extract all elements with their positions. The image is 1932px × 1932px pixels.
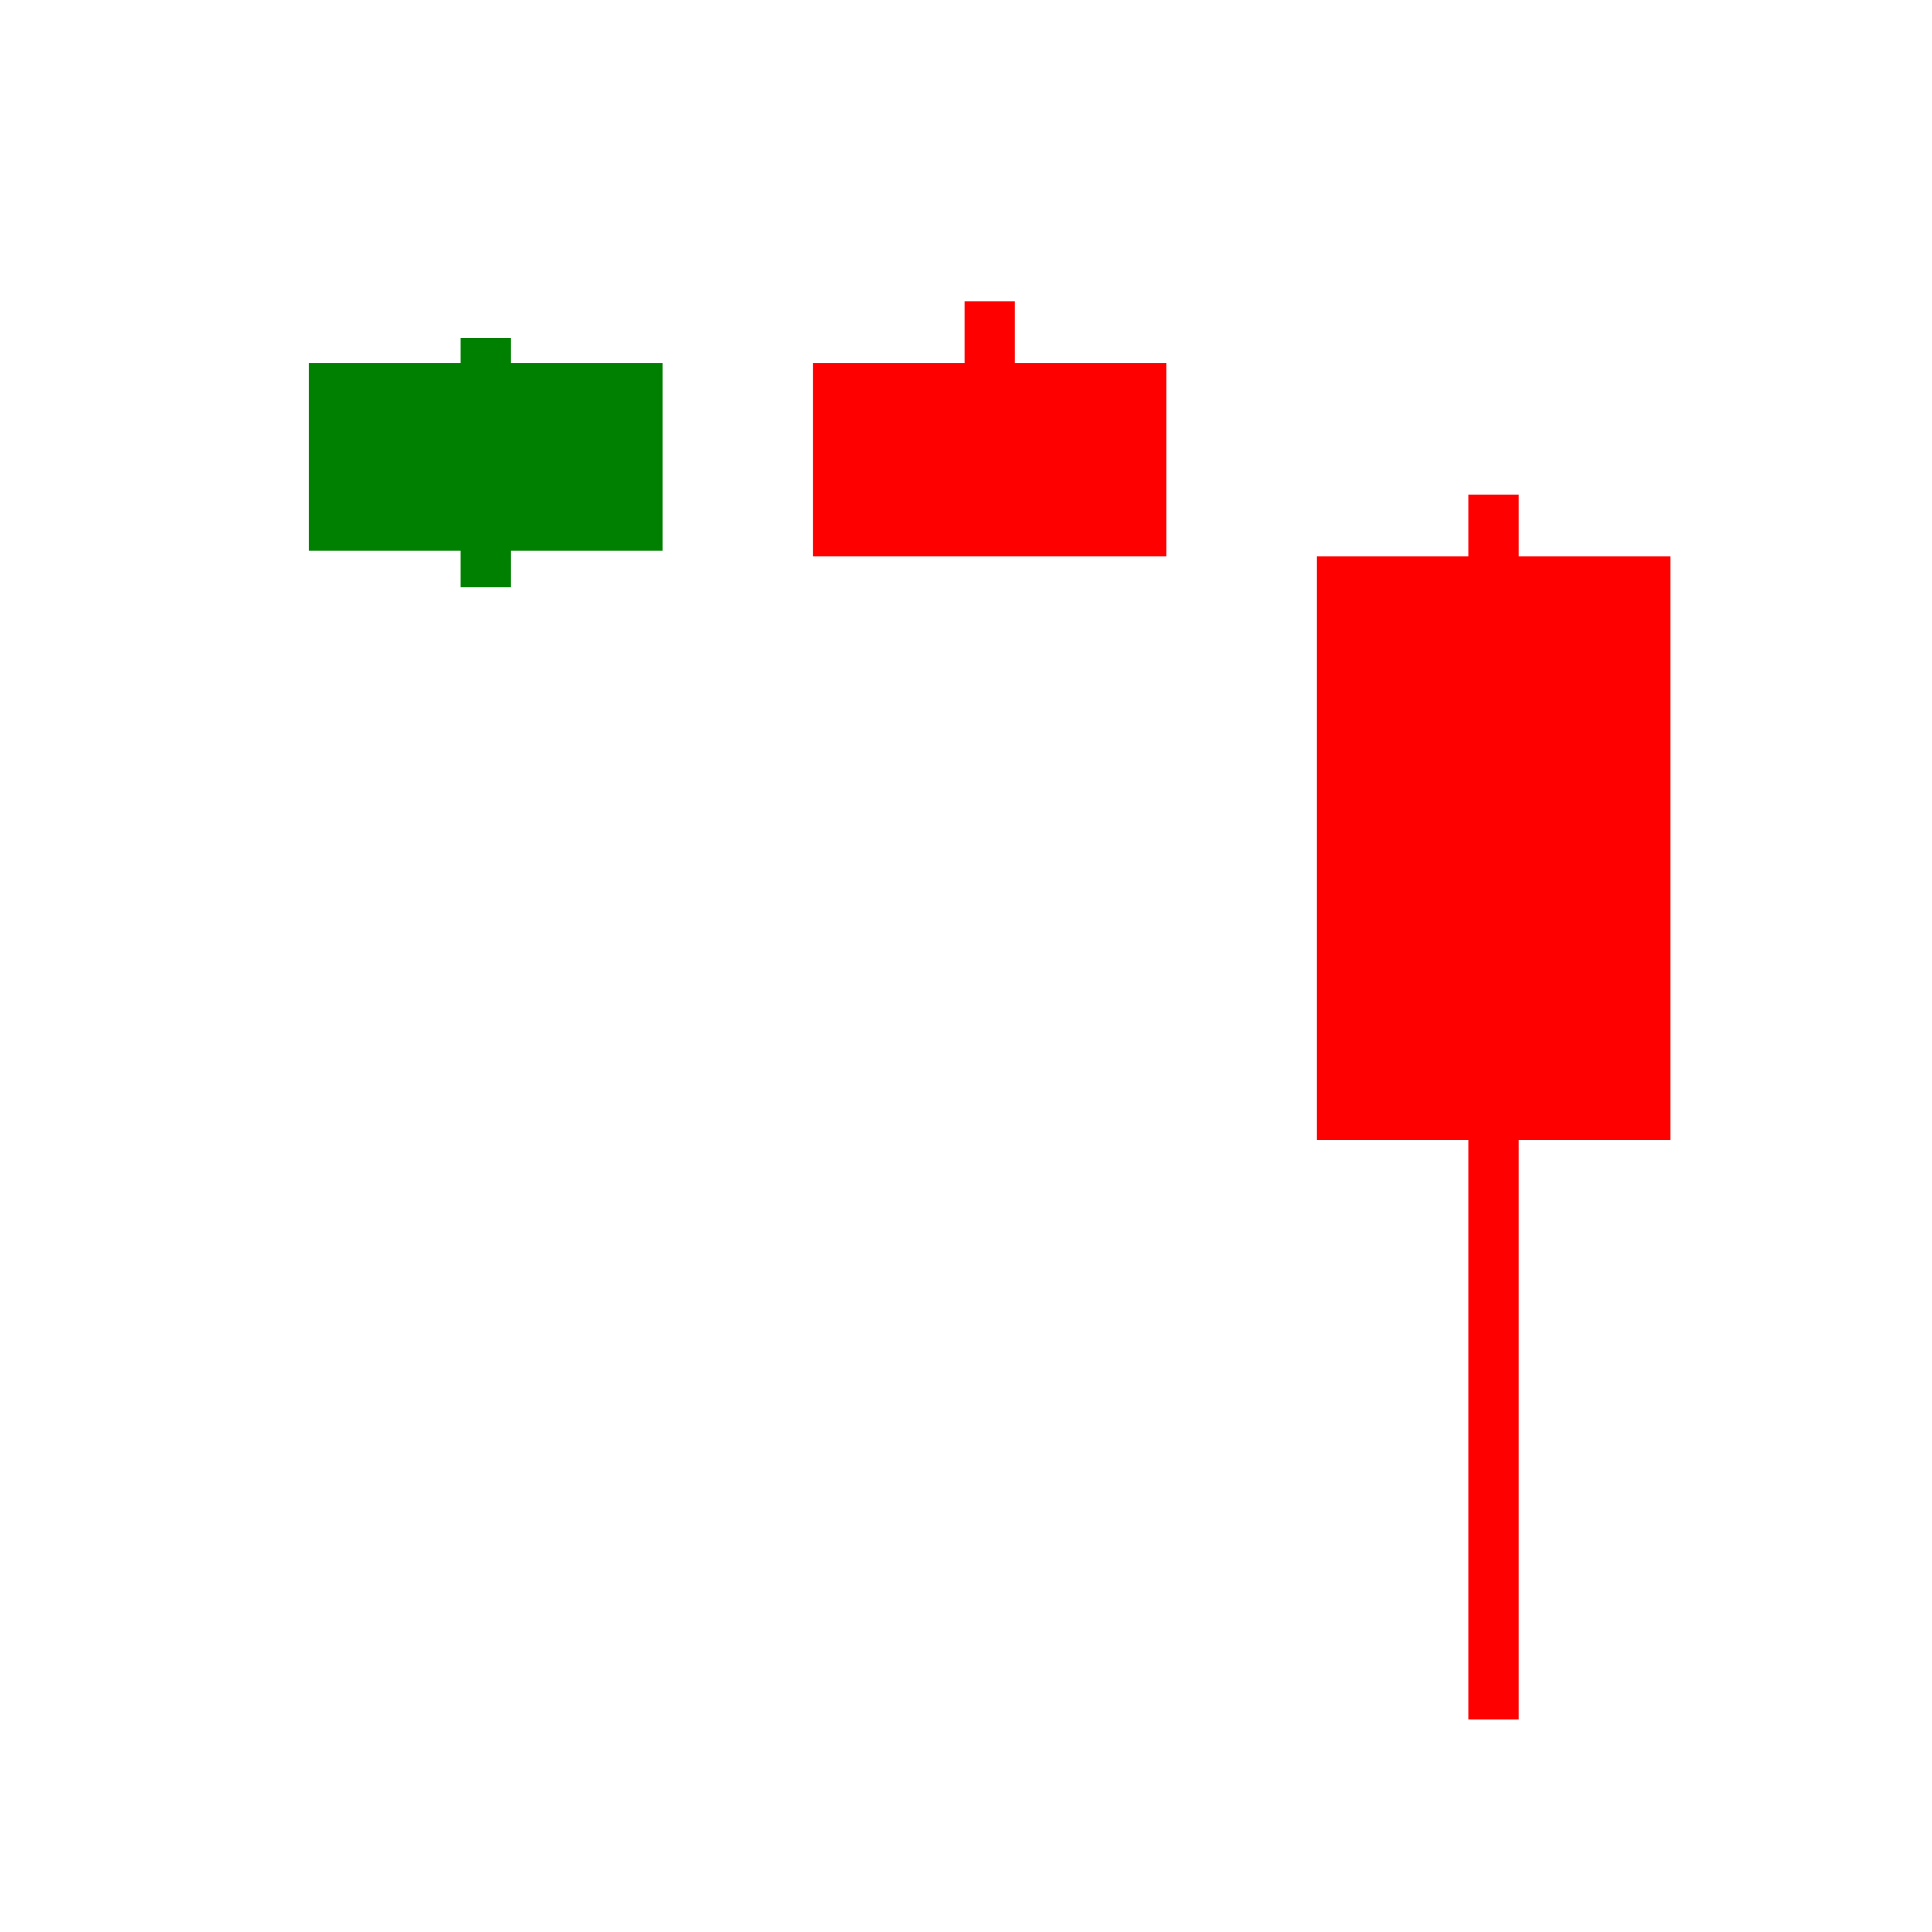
candle-body bbox=[1316, 556, 1671, 1140]
candle-body bbox=[308, 363, 663, 551]
candle-body bbox=[813, 363, 1167, 556]
